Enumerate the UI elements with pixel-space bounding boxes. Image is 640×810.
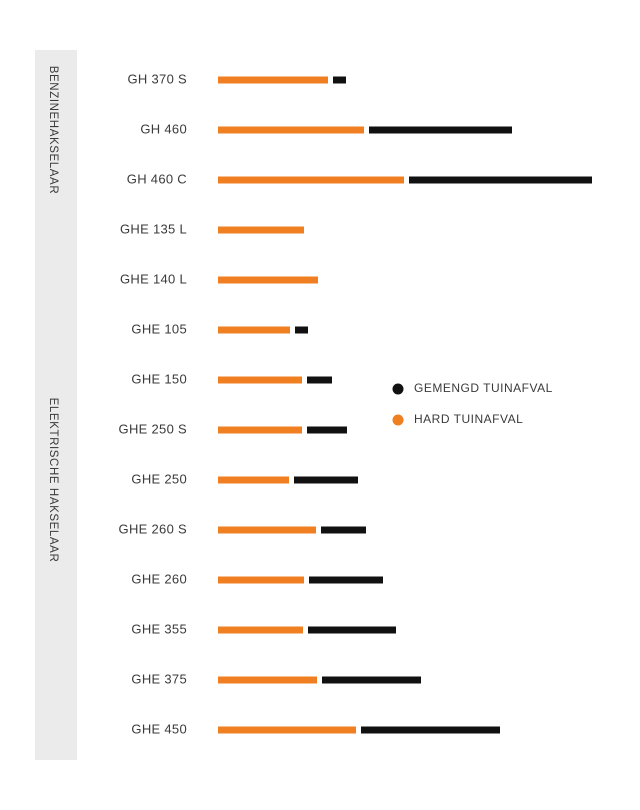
category-label-ghe-355: GHE 355: [131, 621, 187, 636]
bar-hard-ghe-105: [218, 326, 290, 334]
bar-mixed-gh-460: [369, 126, 512, 134]
category-label-ghe-450: GHE 450: [131, 721, 187, 736]
bar-mixed-ghe-105: [295, 326, 308, 334]
category-label-ghe-260-s: GHE 260 S: [119, 521, 187, 536]
bar-mixed-ghe-450: [361, 726, 500, 734]
bar-mixed-ghe-355: [308, 626, 396, 634]
legend-label-hard-tuinafval: HARD TUINAFVAL: [414, 412, 523, 426]
category-label-gh-370-s: GH 370 S: [128, 71, 188, 86]
legend: GEMENGD TUINAFVAL HARD TUINAFVAL: [392, 381, 553, 426]
category-label-ghe-260: GHE 260: [131, 571, 187, 586]
category-label-gh-460: GH 460: [140, 121, 187, 136]
category-label-ghe-150: GHE 150: [131, 371, 187, 386]
bar-hard-gh-460: [218, 126, 364, 134]
category-labels: GH 370 S GH 460 GH 460 C GHE 135 L GHE 140 L…: [119, 71, 187, 736]
bar-mixed-ghe-260: [309, 576, 383, 584]
bar-mixed-ghe-150: [307, 376, 332, 384]
category-label-ghe-250: GHE 250: [131, 471, 187, 486]
bar-mixed-ghe-260-s: [321, 526, 366, 534]
category-label-ghe-250-s: GHE 250 S: [119, 421, 187, 436]
bar-hard-ghe-375: [218, 676, 317, 684]
bar-hard-gh-460-c: [218, 176, 404, 184]
group-band-benzinehakselaar: [35, 50, 77, 210]
bar-hard-ghe-140-l: [218, 276, 318, 284]
bars: [218, 76, 592, 734]
group-label-benzinehakselaar: BENZINEHAKSELAAR: [47, 66, 59, 194]
legend-marker-gemengd-tuinafval: [392, 383, 404, 395]
group-bands: BENZINEHAKSELAAR ELEKTRISCHE HAKSELAAR: [35, 50, 77, 760]
bar-mixed-ghe-250: [294, 476, 358, 484]
category-label-ghe-375: GHE 375: [131, 671, 187, 686]
category-label-gh-460-c: GH 460 C: [127, 171, 187, 186]
bar-hard-ghe-260: [218, 576, 304, 584]
legend-marker-hard-tuinafval: [392, 414, 404, 426]
category-label-ghe-105: GHE 105: [131, 321, 187, 336]
bar-hard-gh-370-s: [218, 76, 328, 84]
bar-mixed-ghe-375: [322, 676, 421, 684]
bar-hard-ghe-250-s: [218, 426, 302, 434]
bar-mixed-ghe-250-s: [307, 426, 347, 434]
bar-hard-ghe-450: [218, 726, 356, 734]
category-label-ghe-135-l: GHE 135 L: [120, 221, 187, 236]
legend-label-gemengd-tuinafval: GEMENGD TUINAFVAL: [414, 381, 553, 395]
bar-mixed-gh-370-s: [333, 76, 346, 84]
bar-mixed-gh-460-c: [409, 176, 592, 184]
bar-hard-ghe-150: [218, 376, 302, 384]
group-label-elektrische-hakselaar: ELEKTRISCHE HAKSELAAR: [47, 398, 59, 563]
bar-hard-ghe-260-s: [218, 526, 316, 534]
category-label-ghe-140-l: GHE 140 L: [120, 271, 187, 286]
bar-hard-ghe-250: [218, 476, 289, 484]
group-band-elektrische-hakselaar: [35, 200, 77, 760]
bar-hard-ghe-135-l: [218, 226, 304, 234]
bar-hard-ghe-355: [218, 626, 303, 634]
